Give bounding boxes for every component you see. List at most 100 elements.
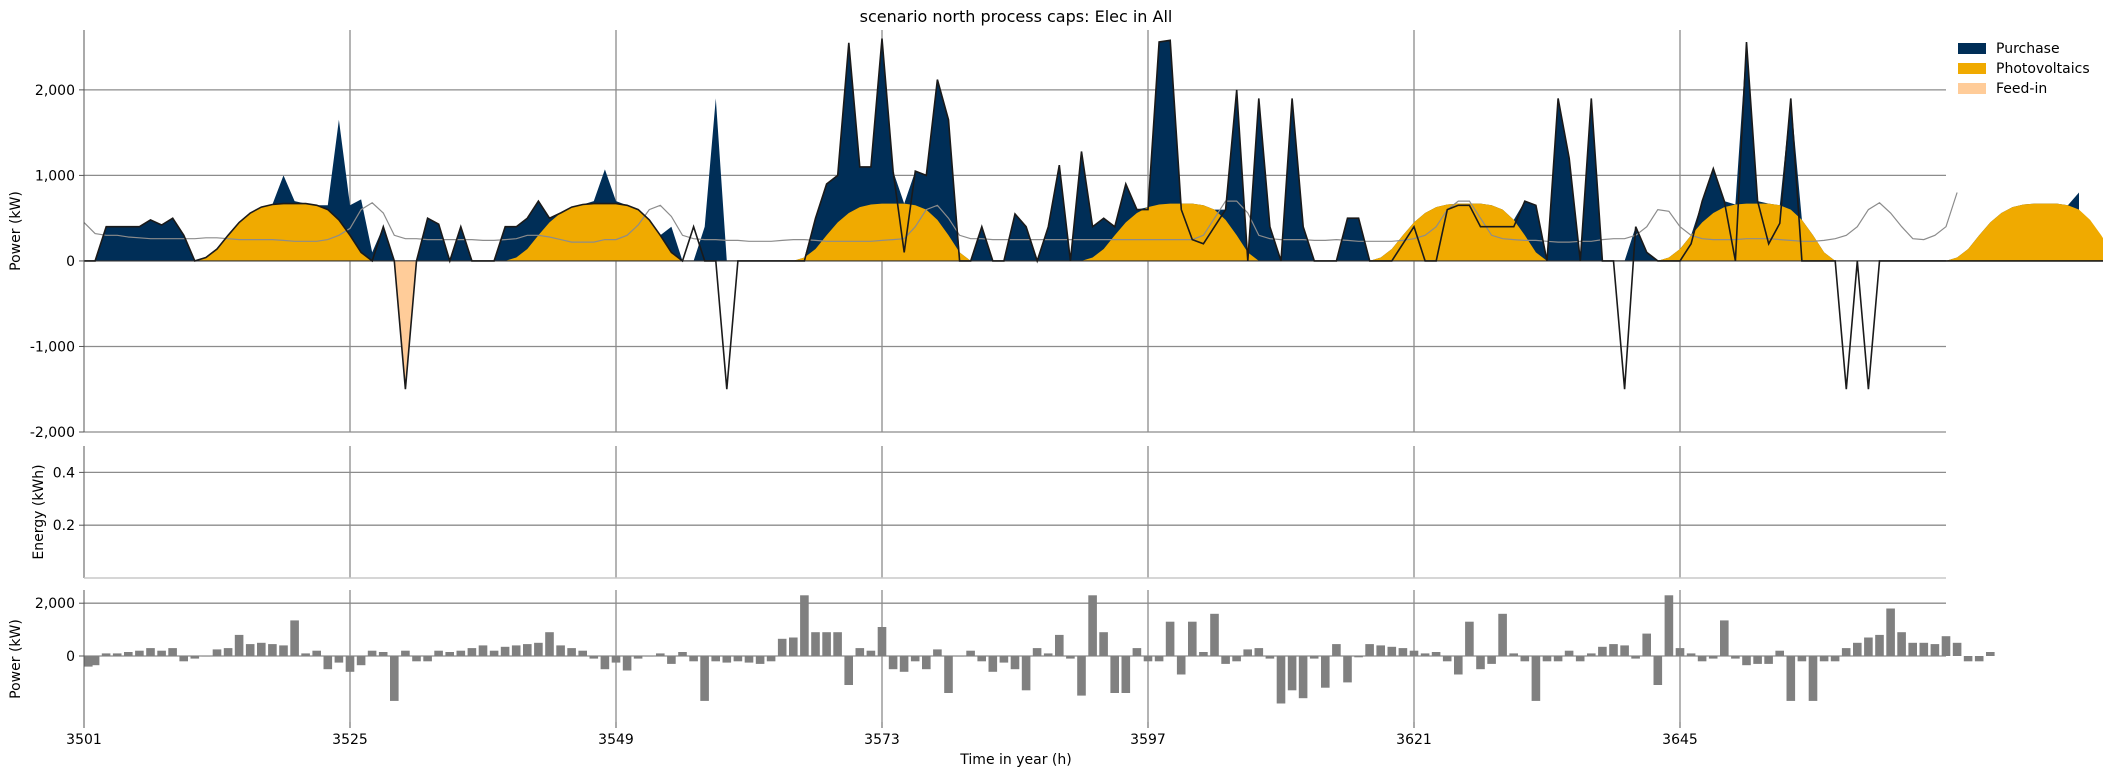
balance-bar [855,648,865,656]
balance-bar [1243,649,1252,656]
balance-bar [1099,632,1108,656]
balance-bar [1853,642,1862,656]
balance-bar [312,650,321,656]
balance-bar [622,656,632,671]
balance-bar [611,656,621,663]
balance-bar [1542,656,1552,662]
balance-bar [467,648,477,656]
balance-bar [1221,656,1230,664]
balance-bar [578,650,587,656]
balance-bar [1587,653,1596,656]
balance-bar [234,634,244,656]
balance-bar [1963,656,1973,662]
balance-bars [84,595,1995,704]
balance-bar [223,648,233,656]
p2-ytick-label: 0.2 [53,518,75,534]
balance-bar [1797,656,1807,662]
balance-bar [1686,653,1696,656]
balance-bar [567,648,576,656]
balance-bar [257,642,266,656]
balance-bar [1830,656,1840,662]
balance-bar [866,650,876,656]
balance-panel: 0 2,000 Power (kW) [8,590,1995,722]
balance-bar [1409,650,1419,656]
balance-bar [1165,621,1175,656]
feedin-area [84,260,2079,390]
balance-bar [744,656,754,663]
balance-bar [1032,648,1042,656]
balance-bar [1232,656,1241,662]
balance-bar [1875,634,1884,656]
p1-ytick-label: 2,000 [35,83,75,99]
balance-bar [124,652,133,656]
balance-bar [678,652,687,656]
balance-bar [1121,656,1131,693]
balance-bar [500,646,510,656]
balance-bar [456,650,466,656]
balance-bar [910,656,920,662]
balance-bar [766,656,776,662]
x-tick-label: 3501 [66,732,102,748]
balance-bar [1731,656,1740,659]
balance-bar [800,595,809,656]
p1-ytick-label: -2,000 [30,425,75,441]
balance-bar [1841,648,1851,656]
balance-bar [1697,656,1707,662]
balance-bar [1974,656,1984,662]
balance-bar [345,656,355,672]
balance-bar [988,656,998,672]
balance-bar [944,656,953,693]
balance-bar [556,645,565,656]
balance-bar [844,656,853,685]
balance-bar [667,656,676,664]
power-lines [83,38,2103,390]
balance-bar [1819,656,1829,662]
balance-bar [1276,656,1286,704]
x-tick-label: 3597 [1130,732,1166,748]
x-axis-ticks: 3501 3525 3549 3573 3597 3621 3645 [66,722,1698,748]
power-y-ticks: -2,000 -1,000 0 1,000 2,000 [30,83,84,441]
balance-bar [1653,656,1663,685]
balance-bar [899,656,909,672]
balance-bar [423,656,432,662]
x-tick-label: 3549 [598,732,634,748]
balance-bar [179,656,188,662]
balance-bar [1055,634,1064,656]
balance-bar [146,648,155,656]
reference-line [83,192,1958,243]
legend-swatch-photovoltaics [1958,63,1986,74]
energy-panel: 0.2 0.4 Energy (kWh) [31,446,1946,579]
balance-bar [245,644,255,656]
balance-bar [1343,656,1352,683]
balance-bar [135,650,144,656]
balance-bar [1775,650,1784,656]
balance-bar [1631,656,1640,659]
balance-bar [1509,653,1518,656]
balance-bar [1309,656,1319,659]
power-y-axis-label: Power (kW) [8,191,24,271]
balance-bar [334,656,344,663]
balance-y-axis-label: Power (kW) [8,619,24,699]
balance-bar [1154,656,1164,662]
balance-bar [1986,652,1995,656]
balance-bar [212,649,222,656]
balance-bar [534,642,543,656]
balance-bar [1265,656,1275,659]
balance-bar [1553,656,1563,662]
balance-bar [1010,656,1020,670]
balance-bar [777,638,787,656]
balance-bar [545,632,554,656]
p1-ytick-label: -1,000 [30,339,75,355]
balance-bar [157,650,166,656]
balance-bar [1908,642,1917,656]
balance-bar [1354,656,1363,658]
balance-bar [190,656,200,659]
legend-swatch-feedin [1958,83,1986,94]
balance-bar [1332,644,1341,656]
balance-bar [722,656,732,663]
balance-bar [1454,656,1463,675]
x-axis-label: Time in year (h) [959,752,1071,768]
balance-bar [1897,632,1906,656]
balance-bar [1753,656,1762,664]
